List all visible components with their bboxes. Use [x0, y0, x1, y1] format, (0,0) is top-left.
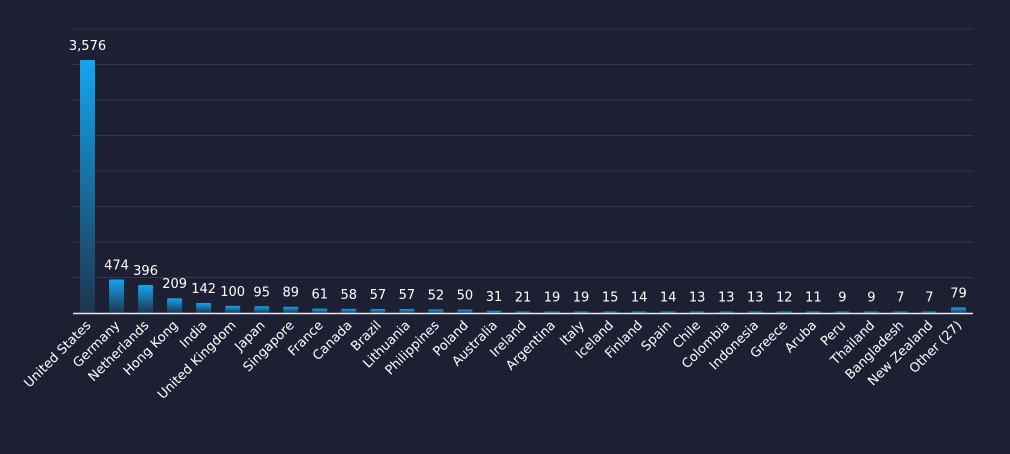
bar[interactable]	[573, 311, 589, 314]
data-label: 79	[950, 286, 967, 301]
data-label: 396	[133, 264, 158, 279]
bar[interactable]	[892, 311, 908, 314]
tick-label: Aruba	[782, 318, 820, 356]
bar[interactable]	[138, 284, 154, 313]
data-label: 11	[805, 291, 822, 306]
bar[interactable]	[631, 311, 647, 314]
bar[interactable]	[544, 311, 560, 314]
bar[interactable]	[776, 311, 792, 314]
bar[interactable]	[863, 311, 879, 314]
data-label: 13	[718, 291, 735, 306]
bar[interactable]	[805, 311, 821, 314]
data-label: 3,576	[69, 39, 106, 54]
bar[interactable]	[834, 311, 850, 314]
bar[interactable]	[109, 279, 125, 313]
data-label: 58	[341, 288, 358, 303]
data-label: 50	[457, 288, 474, 303]
bar[interactable]	[167, 298, 183, 313]
data-label: 31	[486, 290, 503, 305]
data-label: 13	[689, 291, 706, 306]
data-label: 61	[312, 288, 329, 303]
value-labels: 3,576 474 396 209 142 100 95 89 61 58 57 57 52 50 31 21…	[69, 39, 967, 306]
data-label: 9	[838, 291, 846, 306]
data-label: 57	[399, 288, 416, 303]
bar[interactable]	[950, 307, 966, 313]
bar[interactable]	[747, 311, 763, 314]
data-label: 15	[602, 291, 619, 306]
data-label: 14	[631, 291, 648, 306]
bar[interactable]	[660, 311, 676, 314]
bar[interactable]	[515, 311, 531, 314]
data-label: 19	[573, 291, 590, 306]
tick-label: Spain	[639, 318, 675, 354]
bar[interactable]	[341, 308, 357, 313]
bar[interactable]	[486, 310, 502, 313]
data-label: 7	[925, 291, 933, 306]
data-label: 7	[896, 291, 904, 306]
data-label: 89	[282, 286, 299, 301]
bar[interactable]	[921, 311, 937, 314]
data-label: 13	[747, 291, 764, 306]
bar[interactable]	[80, 60, 96, 313]
bar[interactable]	[312, 308, 328, 313]
data-label: 95	[253, 285, 270, 300]
bar[interactable]	[283, 306, 299, 313]
data-label: 142	[191, 282, 216, 297]
bars	[80, 60, 966, 313]
bar[interactable]	[602, 311, 618, 314]
bar[interactable]	[370, 308, 386, 313]
data-label: 21	[515, 291, 532, 306]
bar[interactable]	[399, 308, 415, 313]
data-label: 12	[776, 291, 793, 306]
data-label: 14	[660, 291, 677, 306]
data-label: 52	[428, 288, 445, 303]
bar[interactable]	[428, 309, 444, 313]
data-label: 474	[104, 258, 129, 273]
bar[interactable]	[196, 302, 212, 313]
bar[interactable]	[254, 306, 270, 313]
data-label: 100	[220, 285, 245, 300]
grid-lines	[73, 28, 973, 278]
bar[interactable]	[457, 309, 473, 313]
bar[interactable]	[689, 311, 705, 314]
data-label: 57	[370, 288, 387, 303]
data-label: 209	[162, 277, 187, 292]
bar[interactable]	[718, 311, 734, 314]
data-label: 9	[867, 291, 875, 306]
bar[interactable]	[225, 305, 241, 313]
data-label: 19	[544, 291, 561, 306]
